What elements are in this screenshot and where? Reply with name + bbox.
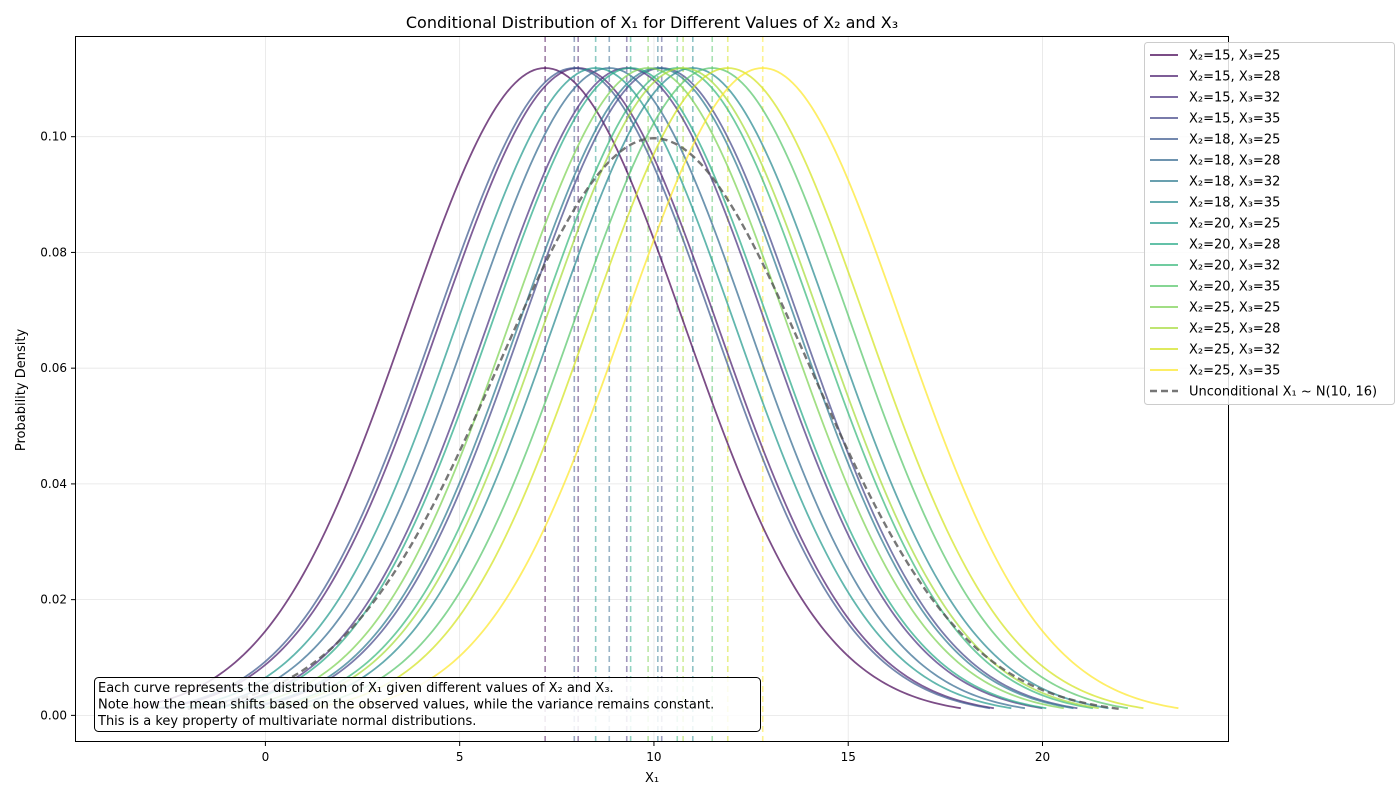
legend-label: X₂=18, X₃=28 (1189, 154, 1280, 169)
series-curve (158, 67, 991, 710)
legend-label: X₂=15, X₃=32 (1189, 91, 1280, 106)
legend-label: X₂=18, X₃=25 (1189, 133, 1280, 148)
series-curve (129, 67, 961, 710)
annotation-line: Each curve represents the distribution o… (98, 681, 614, 696)
chart-title: Conditional Distribution of X₁ for Diffe… (406, 13, 898, 32)
annotation-line: This is a key property of multivariate n… (97, 714, 476, 729)
legend-label: X₂=15, X₃=25 (1189, 49, 1280, 64)
y-tick-label: 0.00 (40, 708, 67, 722)
series-curve (267, 67, 1099, 710)
legend-label: X₂=18, X₃=35 (1189, 196, 1280, 211)
legend-label: X₂=25, X₃=32 (1189, 343, 1280, 358)
x-tick-label: 5 (456, 750, 464, 764)
legend-label-unconditional: Unconditional X₁ ~ N(10, 16) (1189, 385, 1377, 400)
x-tick-label: 0 (262, 750, 270, 764)
legend-label: X₂=15, X₃=28 (1189, 70, 1280, 85)
y-tick-label: 0.02 (40, 593, 67, 607)
x-axis-label: X₁ (645, 771, 659, 786)
x-tick-label: 10 (646, 750, 661, 764)
legend-label: X₂=20, X₃=25 (1189, 217, 1280, 232)
legend-label: X₂=15, X₃=35 (1189, 112, 1280, 127)
y-tick-label: 0.04 (40, 477, 67, 491)
annotation-frame (94, 677, 761, 732)
series-curve (242, 67, 1074, 710)
series-curve (346, 67, 1179, 710)
legend-label: X₂=25, X₃=28 (1189, 322, 1280, 337)
series-curve (276, 67, 1109, 710)
annotation-box: Each curve represents the distribution o… (94, 677, 761, 732)
legend-label: X₂=20, X₃=28 (1189, 238, 1280, 253)
x-tick-label: 20 (1035, 750, 1050, 764)
annotation-line: Note how the mean shifts based on the ob… (98, 698, 714, 713)
series-curve (311, 67, 1144, 710)
y-axis-label: Probability Density (14, 329, 29, 452)
y-tick-label: 0.08 (40, 245, 67, 259)
y-tick-label: 0.06 (40, 361, 67, 375)
mean-lines-layer (544, 36, 764, 742)
ticks-layer: 0 5 10 15 20 0.00 0.02 0.04 0.06 0.08 0.10 (40, 130, 1050, 764)
legend-label: X₂=18, X₃=32 (1189, 175, 1280, 190)
series-curve (232, 67, 1064, 710)
x-tick-label: 15 (841, 750, 856, 764)
legend-label: X₂=20, X₃=35 (1189, 280, 1280, 295)
series-curve (296, 67, 1129, 710)
series-curve (193, 67, 1026, 710)
series-curve (179, 67, 1012, 710)
legend: X₂=15, X₃=25 X₂=15, X₃=28 X₂=15, X₃=32 X₂=1… (1144, 42, 1395, 405)
legend-label: X₂=25, X₃=25 (1189, 301, 1280, 316)
legend-label: X₂=25, X₃=35 (1189, 364, 1280, 379)
legend-frame (1144, 42, 1395, 405)
unconditional-curve (187, 137, 1121, 711)
y-tick-label: 0.10 (40, 130, 67, 144)
legend-label: X₂=20, X₃=32 (1189, 259, 1280, 274)
curves-layer (129, 67, 1179, 711)
